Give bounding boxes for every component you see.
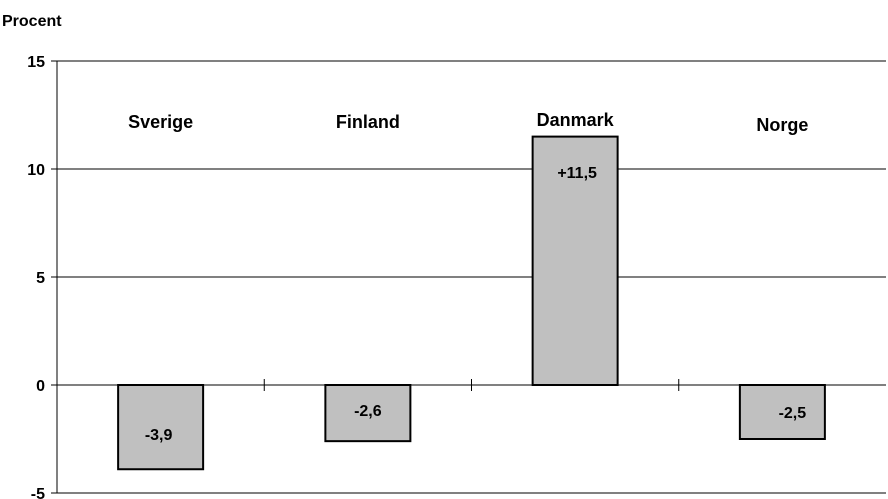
y-tick-label: 15	[27, 54, 45, 71]
category-labels: Sverige Finland Danmark Norge	[128, 110, 808, 135]
bar	[117, 384, 205, 471]
category-label: Norge	[756, 115, 808, 135]
category-label: Sverige	[128, 112, 193, 132]
data-label: -2,5	[779, 405, 807, 422]
data-labels: -3,9 -2,6 +11,5 -2,5	[145, 165, 806, 444]
y-axis-label: Procent	[2, 13, 62, 30]
y-tick-labels: 15 10 5 0 -5	[27, 54, 45, 499]
y-tick-label: 10	[27, 162, 45, 179]
bar	[531, 135, 619, 386]
y-tick-label: -5	[31, 486, 45, 499]
data-label: -2,6	[354, 403, 382, 420]
bar	[324, 384, 412, 443]
data-label: +11,5	[557, 165, 597, 182]
data-label: -3,9	[145, 427, 173, 444]
category-label: Finland	[336, 112, 400, 132]
y-tick-label: 0	[36, 378, 45, 395]
bars	[117, 135, 826, 471]
y-tick-label: 5	[36, 270, 45, 287]
bar	[738, 384, 826, 440]
gridlines	[57, 60, 886, 494]
axes	[51, 60, 886, 494]
category-label: Danmark	[537, 110, 615, 130]
